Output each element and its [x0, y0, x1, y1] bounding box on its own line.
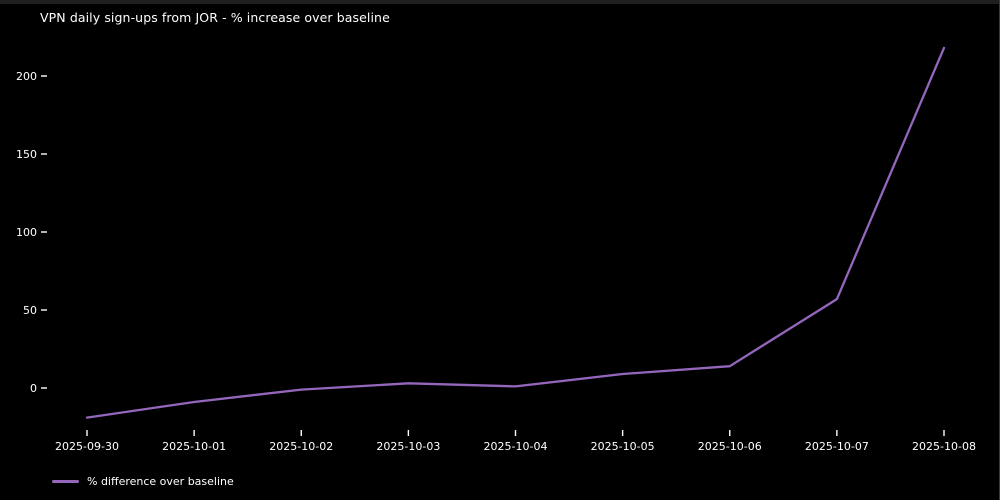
chart-title: VPN daily sign-ups from JOR - % increase… [40, 10, 390, 25]
x-axis-tick-label: 2025-10-03 [376, 440, 440, 453]
legend: % difference over baseline [52, 473, 234, 489]
x-axis-tick-label: 2025-10-01 [162, 440, 226, 453]
y-axis-tick-label: 0 [30, 382, 37, 395]
legend-label: % difference over baseline [87, 474, 234, 488]
x-axis-tick-label: 2025-09-30 [55, 440, 119, 453]
legend-line-swatch [52, 479, 79, 483]
x-axis-tick-label: 2025-10-02 [269, 440, 333, 453]
series-line [85, 46, 946, 419]
window-top-edge [0, 0, 999, 4]
x-axis-tick-label: 2025-10-06 [698, 440, 762, 453]
y-axis-tick-label: 50 [23, 304, 37, 317]
x-axis-tick-label: 2025-10-08 [912, 440, 976, 453]
y-axis-tick-label: 200 [16, 70, 37, 83]
y-axis-tick-label: 150 [16, 148, 37, 161]
x-axis-tick-label: 2025-10-05 [591, 440, 655, 453]
x-axis-tick-label: 2025-10-07 [805, 440, 869, 453]
x-axis-tick-label: 2025-10-04 [484, 440, 548, 453]
y-axis-tick-label: 100 [16, 226, 37, 239]
